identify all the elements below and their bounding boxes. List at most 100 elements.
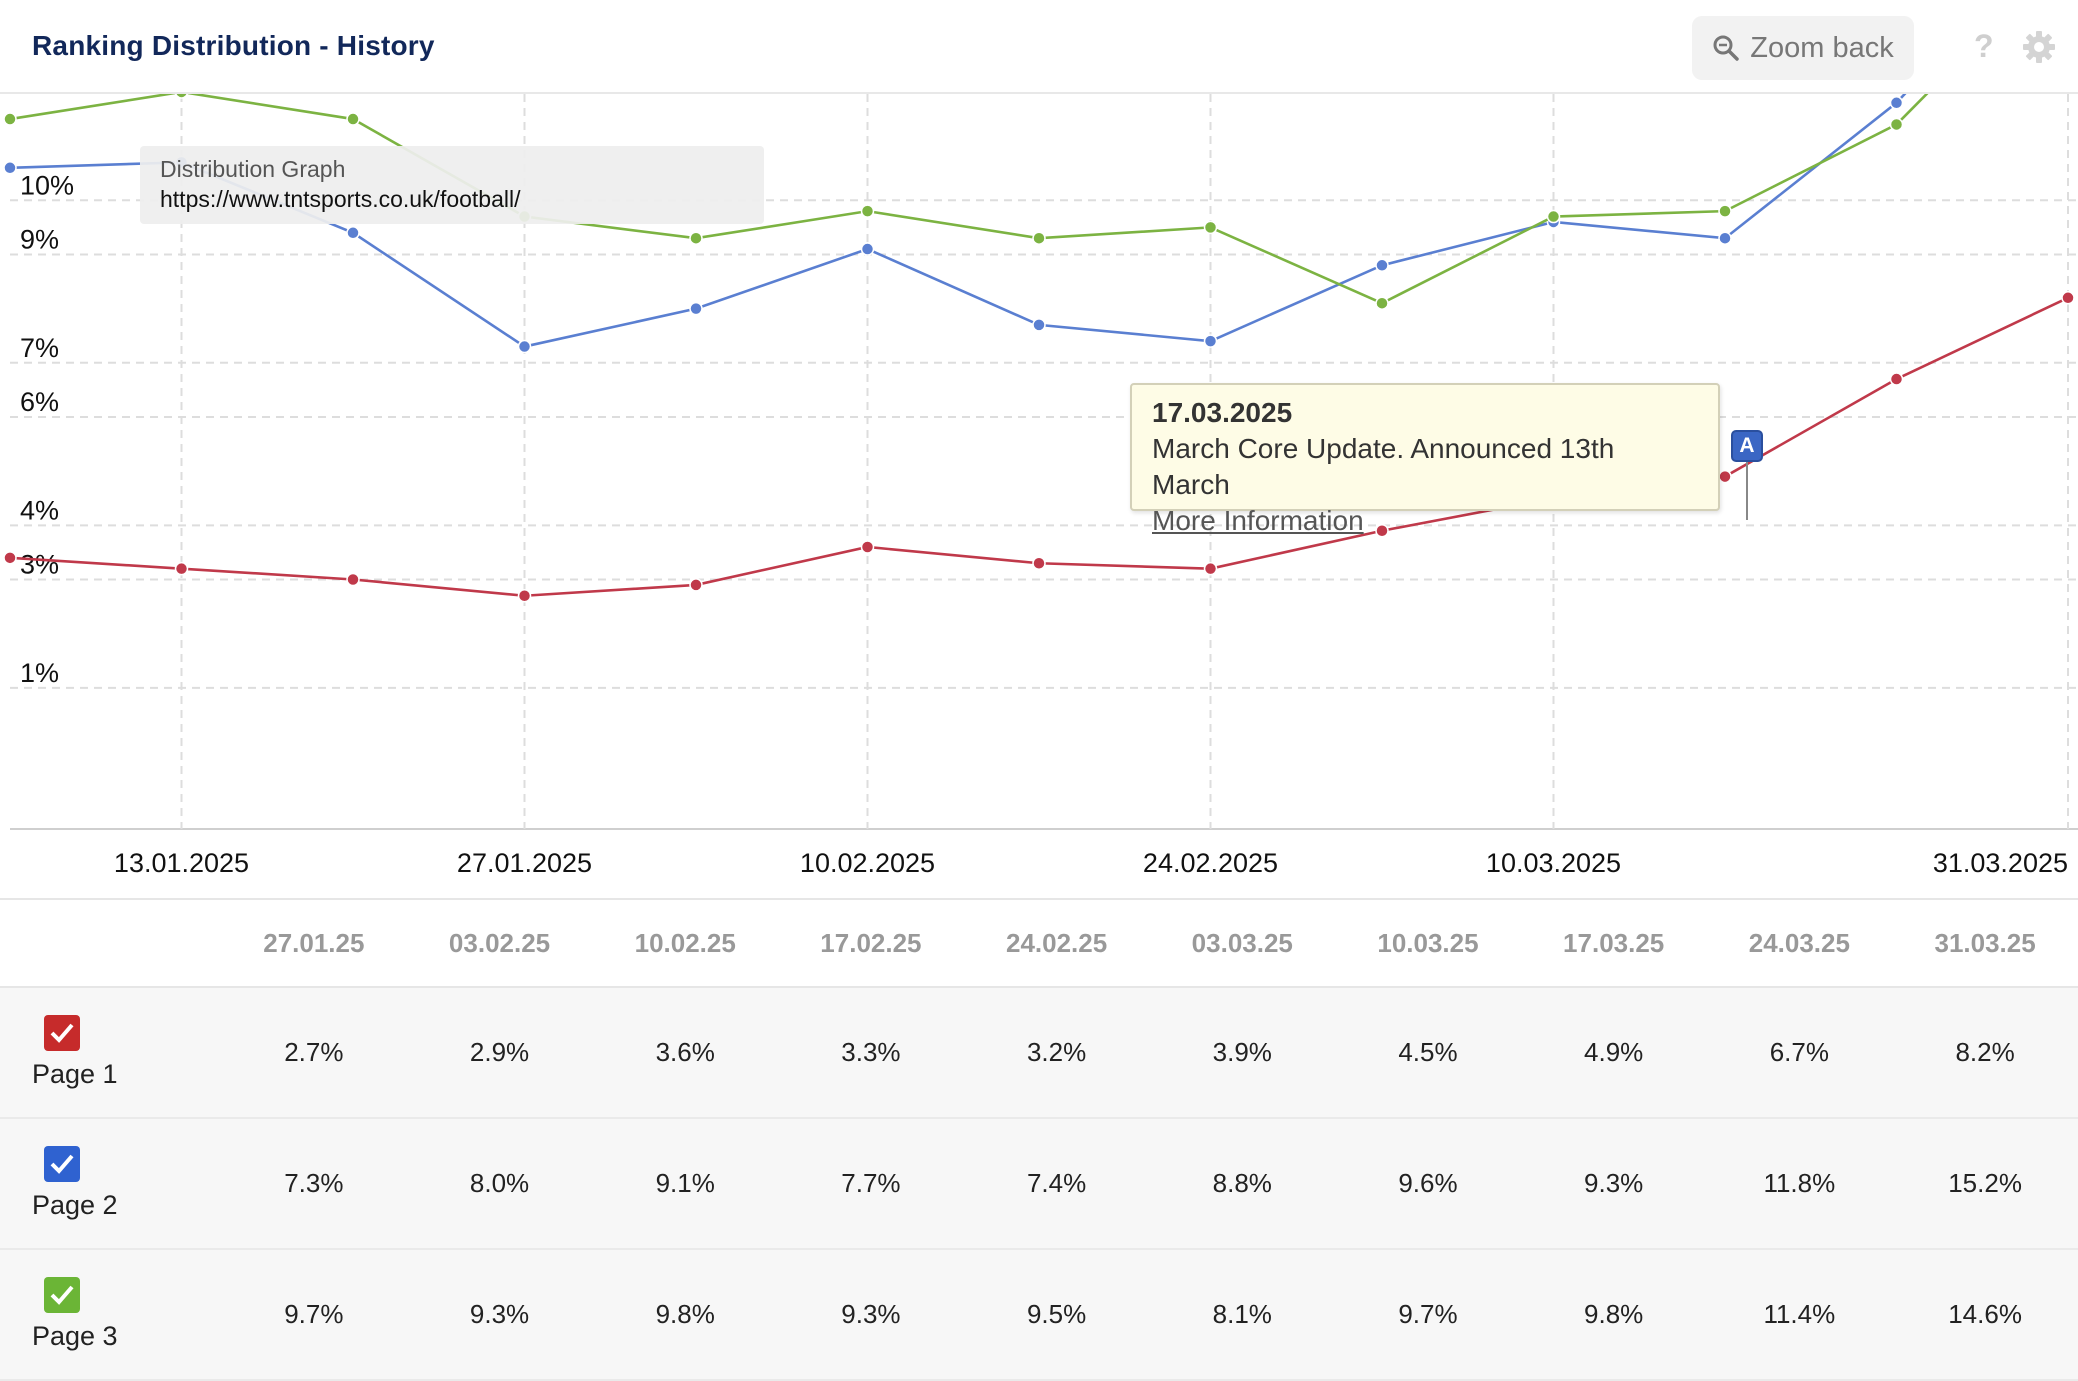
zoom-back-button[interactable]: Zoom back bbox=[1692, 16, 1914, 80]
data-point bbox=[1718, 204, 1732, 218]
y-tick-label: 9% bbox=[20, 224, 59, 254]
tooltip-title: Distribution Graph bbox=[160, 156, 346, 182]
data-point bbox=[1718, 231, 1732, 245]
data-point bbox=[1889, 117, 1904, 132]
data-point bbox=[3, 112, 17, 126]
column-header: 10.02.25 bbox=[592, 898, 779, 988]
data-point bbox=[3, 161, 17, 175]
row-label: Page 2 bbox=[32, 1190, 118, 1220]
table-row-page-3: Page 3 9.7% 9.3% 9.8% 9.3% 9.5% 8.1% 9.7… bbox=[0, 1249, 2078, 1381]
table-cell: 6.7% bbox=[1706, 987, 1893, 1119]
y-tick-label: 1% bbox=[20, 658, 59, 688]
column-header: 10.03.25 bbox=[1335, 898, 1521, 988]
table-cell: 8.1% bbox=[1149, 1249, 1336, 1381]
column-header: 27.01.25 bbox=[221, 898, 407, 988]
help-icon[interactable]: ? bbox=[1974, 28, 1994, 64]
x-tick-label: 10.03.2025 bbox=[1486, 848, 1621, 878]
data-point bbox=[175, 94, 188, 99]
table-cell: 14.6% bbox=[1892, 1249, 2078, 1381]
data-point bbox=[860, 540, 875, 554]
x-tick-label: 10.02.2025 bbox=[800, 848, 935, 878]
data-point bbox=[1032, 318, 1046, 332]
y-tick-label: 7% bbox=[20, 333, 59, 363]
table-cell: 9.1% bbox=[592, 1118, 779, 1250]
table-cell: 2.9% bbox=[406, 987, 593, 1119]
y-tick-label: 10% bbox=[20, 170, 74, 200]
table-cell: 8.0% bbox=[406, 1118, 593, 1250]
table-corner bbox=[0, 898, 221, 988]
zoom-back-label: Zoom back bbox=[1750, 31, 1894, 64]
checkbox-page-2[interactable] bbox=[44, 1146, 80, 1182]
table-row-page-2: Page 2 7.3% 8.0% 9.1% 7.7% 7.4% 8.8% 9.6… bbox=[0, 1118, 2078, 1250]
data-point bbox=[1032, 231, 1046, 245]
column-header: 03.02.25 bbox=[406, 898, 593, 988]
table-cell: 9.7% bbox=[221, 1249, 407, 1381]
row-label: Page 1 bbox=[32, 1059, 118, 1089]
annotation-more-link[interactable]: More Information bbox=[1152, 505, 1364, 536]
annotation-flag[interactable]: A bbox=[1731, 430, 1763, 462]
table-cell: 15.2% bbox=[1892, 1118, 2078, 1250]
data-point bbox=[3, 551, 17, 565]
data-point bbox=[689, 231, 703, 245]
y-tick-label: 3% bbox=[20, 549, 59, 579]
data-point bbox=[860, 242, 875, 256]
distribution-table: 27.01.25 03.02.25 10.02.25 17.02.25 24.0… bbox=[0, 898, 2078, 1381]
x-tick-label: 27.01.2025 bbox=[457, 848, 592, 878]
checkmark-icon bbox=[50, 1154, 74, 1174]
table-cell: 8.2% bbox=[1892, 987, 2078, 1119]
series-tooltip: Distribution Graph https://www.tntsports… bbox=[140, 146, 764, 224]
checkbox-page-1[interactable] bbox=[44, 1015, 80, 1051]
table-cell: 9.3% bbox=[406, 1249, 593, 1381]
x-tick-label: 13.01.2025 bbox=[114, 848, 249, 878]
data-point bbox=[1203, 561, 1218, 576]
data-point bbox=[1546, 209, 1561, 224]
data-point bbox=[689, 301, 703, 316]
checkbox-page-3[interactable] bbox=[44, 1277, 80, 1313]
data-point bbox=[517, 339, 532, 354]
annotation-flag-stem bbox=[1746, 462, 1748, 520]
table-cell: 3.3% bbox=[778, 987, 964, 1119]
annotation-box: 17.03.2025 March Core Update. Announced … bbox=[1130, 383, 1720, 536]
data-point bbox=[1203, 334, 1218, 348]
series-toggle-page-1[interactable]: Page 1 bbox=[0, 987, 221, 1119]
data-point bbox=[1032, 556, 1046, 570]
table-cell: 11.8% bbox=[1706, 1118, 1893, 1250]
table-cell: 7.3% bbox=[221, 1118, 407, 1250]
checkmark-icon bbox=[50, 1023, 74, 1043]
data-point bbox=[517, 588, 532, 603]
magnifier-icon bbox=[1713, 35, 1740, 61]
x-tick-label: 31.03.2025 bbox=[1933, 848, 2068, 878]
column-header: 24.03.25 bbox=[1706, 898, 1893, 988]
table-cell: 3.9% bbox=[1149, 987, 1336, 1119]
data-point bbox=[346, 112, 360, 126]
y-tick-label: 4% bbox=[20, 495, 59, 525]
table-cell: 9.8% bbox=[592, 1249, 779, 1381]
data-point bbox=[1718, 469, 1732, 484]
data-point bbox=[2061, 291, 2075, 305]
table-cell: 2.7% bbox=[221, 987, 407, 1119]
table-row-page-1: Page 1 2.7% 2.9% 3.6% 3.3% 3.2% 3.9% 4.5… bbox=[0, 987, 2078, 1119]
row-label: Page 3 bbox=[32, 1321, 118, 1351]
table-cell: 8.8% bbox=[1149, 1118, 1336, 1250]
data-point bbox=[1375, 296, 1389, 310]
table-cell: 7.7% bbox=[778, 1118, 964, 1250]
data-point bbox=[860, 204, 875, 218]
series-toggle-page-2[interactable]: Page 2 bbox=[0, 1118, 221, 1250]
annotation-date: 17.03.2025 bbox=[1152, 397, 1293, 428]
table-cell: 9.3% bbox=[778, 1249, 964, 1381]
annotation-text: March Core Update. Announced 13th March bbox=[1152, 433, 1615, 500]
data-point bbox=[1889, 96, 1904, 110]
data-point bbox=[1203, 220, 1218, 235]
column-header: 24.02.25 bbox=[963, 898, 1150, 988]
data-point bbox=[346, 226, 360, 240]
gear-icon[interactable] bbox=[2022, 30, 2056, 64]
x-tick-label: 24.02.2025 bbox=[1143, 848, 1278, 878]
column-header: 03.03.25 bbox=[1149, 898, 1336, 988]
series-toggle-page-3[interactable]: Page 3 bbox=[0, 1249, 221, 1381]
table-cell: 4.9% bbox=[1520, 987, 1707, 1119]
column-header: 17.02.25 bbox=[778, 898, 964, 988]
table-cell: 9.7% bbox=[1335, 1249, 1521, 1381]
table-cell: 11.4% bbox=[1706, 1249, 1893, 1381]
data-point bbox=[174, 561, 189, 576]
table-header-row: 27.01.25 03.02.25 10.02.25 17.02.25 24.0… bbox=[0, 898, 2078, 988]
